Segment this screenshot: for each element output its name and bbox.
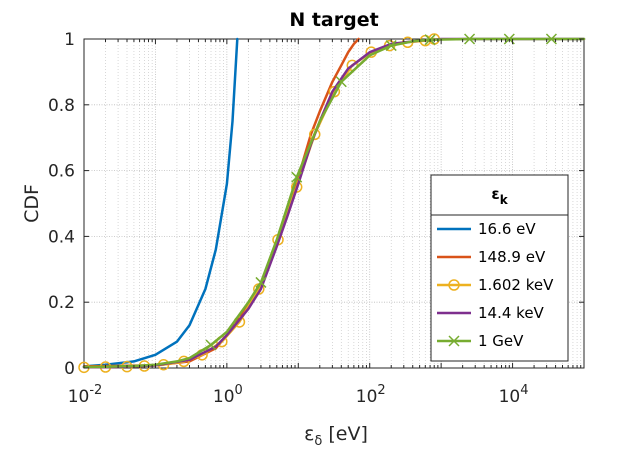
series-line — [82, 37, 586, 369]
cross-marker — [291, 171, 303, 183]
chart-title: N target — [289, 9, 378, 31]
x-tick-exponent: -2 — [89, 383, 102, 398]
legend-entry-label: 16.6 eV — [478, 220, 536, 238]
legend-box — [430, 174, 569, 362]
legend-entry-label: 1 GeV — [478, 332, 524, 350]
legend-entry: 1 GeV — [437, 332, 524, 350]
circle-marker — [308, 128, 321, 141]
legend-entry: 14.4 keV — [437, 304, 545, 322]
legend-entries: 16.6 eV 148.9 eV 1.602 keV 14.4 keV 1 GeV — [437, 220, 554, 350]
legend-entry-label: 148.9 eV — [478, 248, 546, 266]
y-tick-label: 1 — [64, 30, 75, 50]
grid — [83, 38, 585, 369]
y-tick-label: 0 — [64, 359, 75, 379]
x-tick-exponent: 4 — [520, 383, 528, 398]
legend-entry: 1.602 keV — [437, 276, 554, 294]
x-axis-label-symbol: ε — [304, 423, 314, 445]
y-tick-label: 0.2 — [48, 293, 75, 313]
cross-marker — [448, 335, 460, 347]
plot-area-border — [83, 38, 585, 369]
cross-marker — [255, 276, 267, 288]
x-tick-label: 102 — [356, 383, 386, 407]
x-tick-label: 100 — [213, 383, 243, 407]
cross-marker — [545, 33, 557, 45]
x-axis-label-unit: [eV] — [322, 423, 368, 445]
cross-marker — [385, 40, 397, 52]
y-tick-label: 0.4 — [48, 227, 75, 247]
legend-entry-label: 14.4 keV — [478, 304, 545, 322]
y-tick-label: 0.8 — [48, 96, 75, 116]
x-tick-exponent: 2 — [377, 383, 385, 398]
x-tick-base: 10 — [68, 387, 90, 407]
cross-marker — [205, 339, 217, 351]
y-tick-label: 0.6 — [48, 162, 75, 182]
x-tick-base: 10 — [213, 387, 235, 407]
y-axis-label: CDF — [21, 184, 43, 223]
legend-title-subscript: k — [500, 193, 509, 207]
x-tick-base: 10 — [499, 387, 521, 407]
legend-title-symbol: ε — [491, 185, 499, 203]
circle-marker — [448, 279, 460, 291]
legend-entry-label: 1.602 keV — [478, 276, 554, 294]
cross-marker — [464, 33, 476, 45]
x-tick-label: 10-2 — [68, 383, 103, 407]
x-tick-base: 10 — [356, 387, 378, 407]
legend-entry: 16.6 eV — [437, 220, 536, 238]
x-tick-label: 104 — [499, 383, 529, 407]
series-layer — [78, 33, 586, 374]
legend: εk 16.6 eV 148.9 eV 1.602 keV 14.4 keV 1 GeV — [430, 174, 569, 362]
x-tick-exponent: 0 — [235, 383, 243, 398]
legend-entry: 148.9 eV — [437, 248, 546, 266]
series-14-4-kev — [82, 37, 586, 369]
x-axis-label: εδ [eV] — [304, 423, 368, 449]
x-axis-label-subscript: δ — [314, 434, 322, 449]
cross-marker — [335, 76, 347, 88]
series-line — [82, 37, 586, 369]
legend-title: εk — [491, 185, 508, 207]
